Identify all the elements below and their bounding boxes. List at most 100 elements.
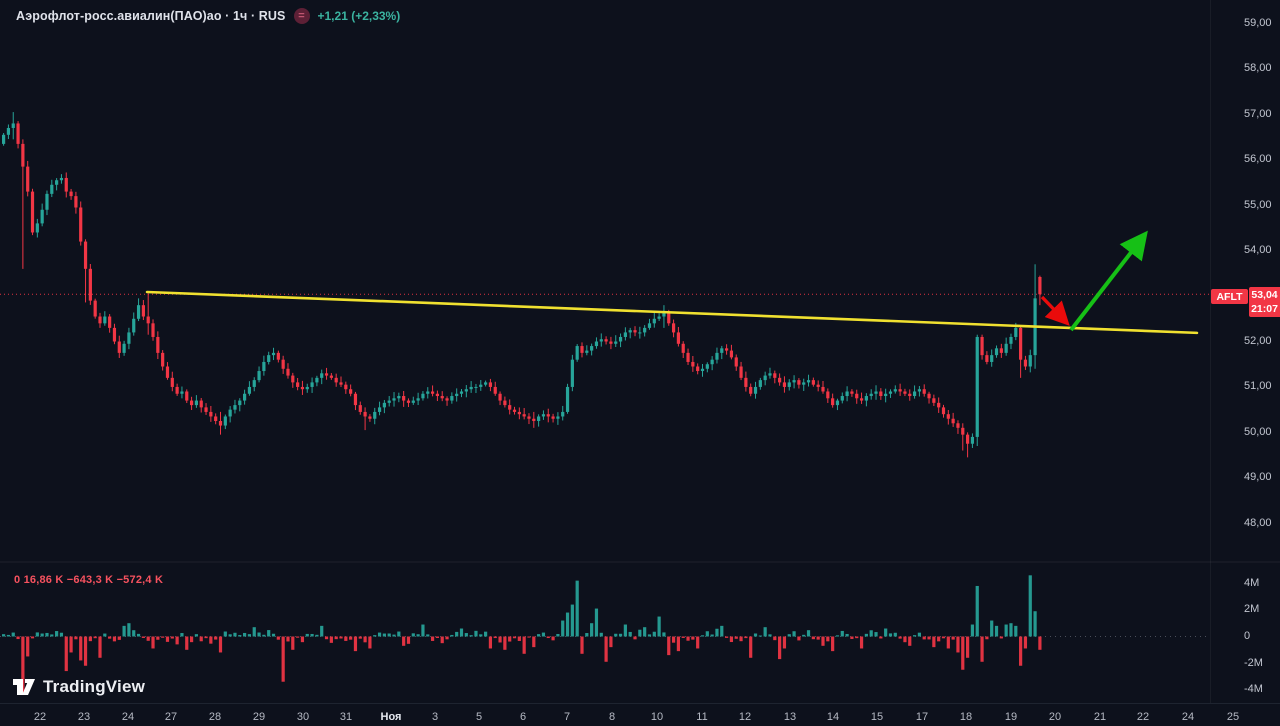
volume-bar (580, 636, 584, 654)
volume-bar (835, 635, 840, 637)
volume-bar (373, 635, 377, 637)
candle (850, 391, 854, 394)
candle (112, 327, 117, 342)
volume-bar (729, 636, 734, 643)
candle (739, 366, 743, 378)
volume-bar (161, 636, 165, 638)
price-tick-label: 52,00 (1244, 335, 1272, 347)
volume-bar (951, 636, 955, 640)
candle (1023, 359, 1028, 367)
volume-bar (647, 634, 652, 637)
candle (2, 134, 6, 144)
candle (840, 396, 844, 401)
volume-bar (189, 636, 194, 643)
candle (773, 373, 777, 378)
candle (758, 380, 762, 387)
volume-bar (585, 633, 589, 637)
volume-bar (686, 636, 690, 641)
volume-bar (79, 636, 83, 661)
volume-bar (590, 623, 594, 637)
volume-bar (88, 636, 92, 642)
volume-tick-label: 0 (1244, 630, 1251, 642)
candle (484, 382, 488, 385)
candle (170, 377, 174, 387)
volume-bar (165, 636, 170, 642)
time-tick-label: 25 (1226, 711, 1240, 723)
candle (11, 123, 15, 128)
volume-bar (768, 634, 772, 637)
volume-bar (103, 633, 107, 637)
time-tick-label: 23 (77, 711, 91, 723)
candle (657, 316, 661, 319)
time-tick-label: 27 (164, 711, 178, 723)
volume-bar (69, 636, 73, 653)
candle (26, 166, 30, 192)
time-tick-label: 17 (915, 711, 929, 723)
volume-bar (773, 636, 777, 641)
candle (392, 398, 396, 401)
volume-bar (267, 630, 271, 637)
candle (498, 393, 502, 401)
volume-bar (527, 636, 531, 638)
market-status-icon[interactable]: = (293, 8, 310, 24)
time-tick-label: 8 (608, 711, 616, 723)
chart-legend-header[interactable]: Аэрофлот-росс.авиалин(ПАО)ао · 1ч · RUS … (16, 8, 400, 24)
candle (888, 391, 893, 394)
volume-bar (26, 636, 30, 657)
candle (778, 377, 782, 383)
candle (421, 393, 425, 399)
candle (903, 391, 907, 394)
volume-bar (565, 612, 570, 637)
candle (430, 391, 435, 394)
candle (334, 377, 338, 383)
candle (69, 191, 73, 197)
candle (802, 382, 806, 385)
volume-bar (999, 636, 1003, 639)
candle (676, 332, 680, 344)
volume-bar (802, 634, 806, 637)
candle (556, 416, 560, 419)
candle (127, 332, 131, 344)
volume-bar (45, 632, 49, 637)
volume-bar (334, 636, 338, 640)
volume-bar (175, 636, 179, 645)
time-tick-label: 12 (738, 711, 752, 723)
volume-indicator-values[interactable]: 0 16,86 K −643,3 K −572,4 K (14, 574, 164, 586)
candle (725, 348, 729, 351)
price-tick-label: 58,00 (1244, 62, 1272, 75)
volume-bar (927, 636, 931, 640)
candle (180, 391, 184, 394)
time-axis[interactable]: 22 23 24 27 28 29 30 31 Ноя 3 5 6 7 8 10 11 12 13 14 15 17 18… (0, 703, 1280, 726)
volume-bar (541, 632, 546, 637)
candle (493, 386, 497, 394)
candle (373, 411, 377, 419)
candle (753, 386, 758, 394)
candle (667, 311, 671, 324)
tradingview-logo[interactable]: TradingView (12, 676, 145, 698)
candle (831, 398, 835, 406)
trendline[interactable] (145, 290, 1199, 335)
volume-bar (657, 616, 661, 637)
volume-tick-label: 4M (1244, 576, 1260, 589)
volume-bar (50, 634, 54, 637)
time-tick-label: 29 (252, 711, 266, 723)
green-arrow[interactable] (1069, 230, 1148, 332)
volume-bar (633, 636, 637, 640)
symbol-title[interactable]: Аэрофлот-росс.авиалин(ПАО)ао · 1ч · RUS (16, 9, 286, 23)
tradingview-logo-text: TradingView (43, 677, 146, 696)
candle (508, 405, 512, 410)
candle (715, 352, 719, 360)
candle (522, 414, 526, 417)
volume-bar (286, 636, 290, 642)
volume-bar (320, 625, 324, 637)
volume-bar (614, 633, 618, 637)
volume-bar (782, 636, 787, 649)
last-price-badge: 53,04 21:07 (1249, 287, 1280, 317)
red-arrow[interactable] (1040, 295, 1070, 326)
candle (117, 341, 121, 353)
volume-bar (209, 636, 213, 644)
candle (937, 402, 941, 408)
candle (397, 396, 401, 399)
candle (262, 361, 266, 372)
